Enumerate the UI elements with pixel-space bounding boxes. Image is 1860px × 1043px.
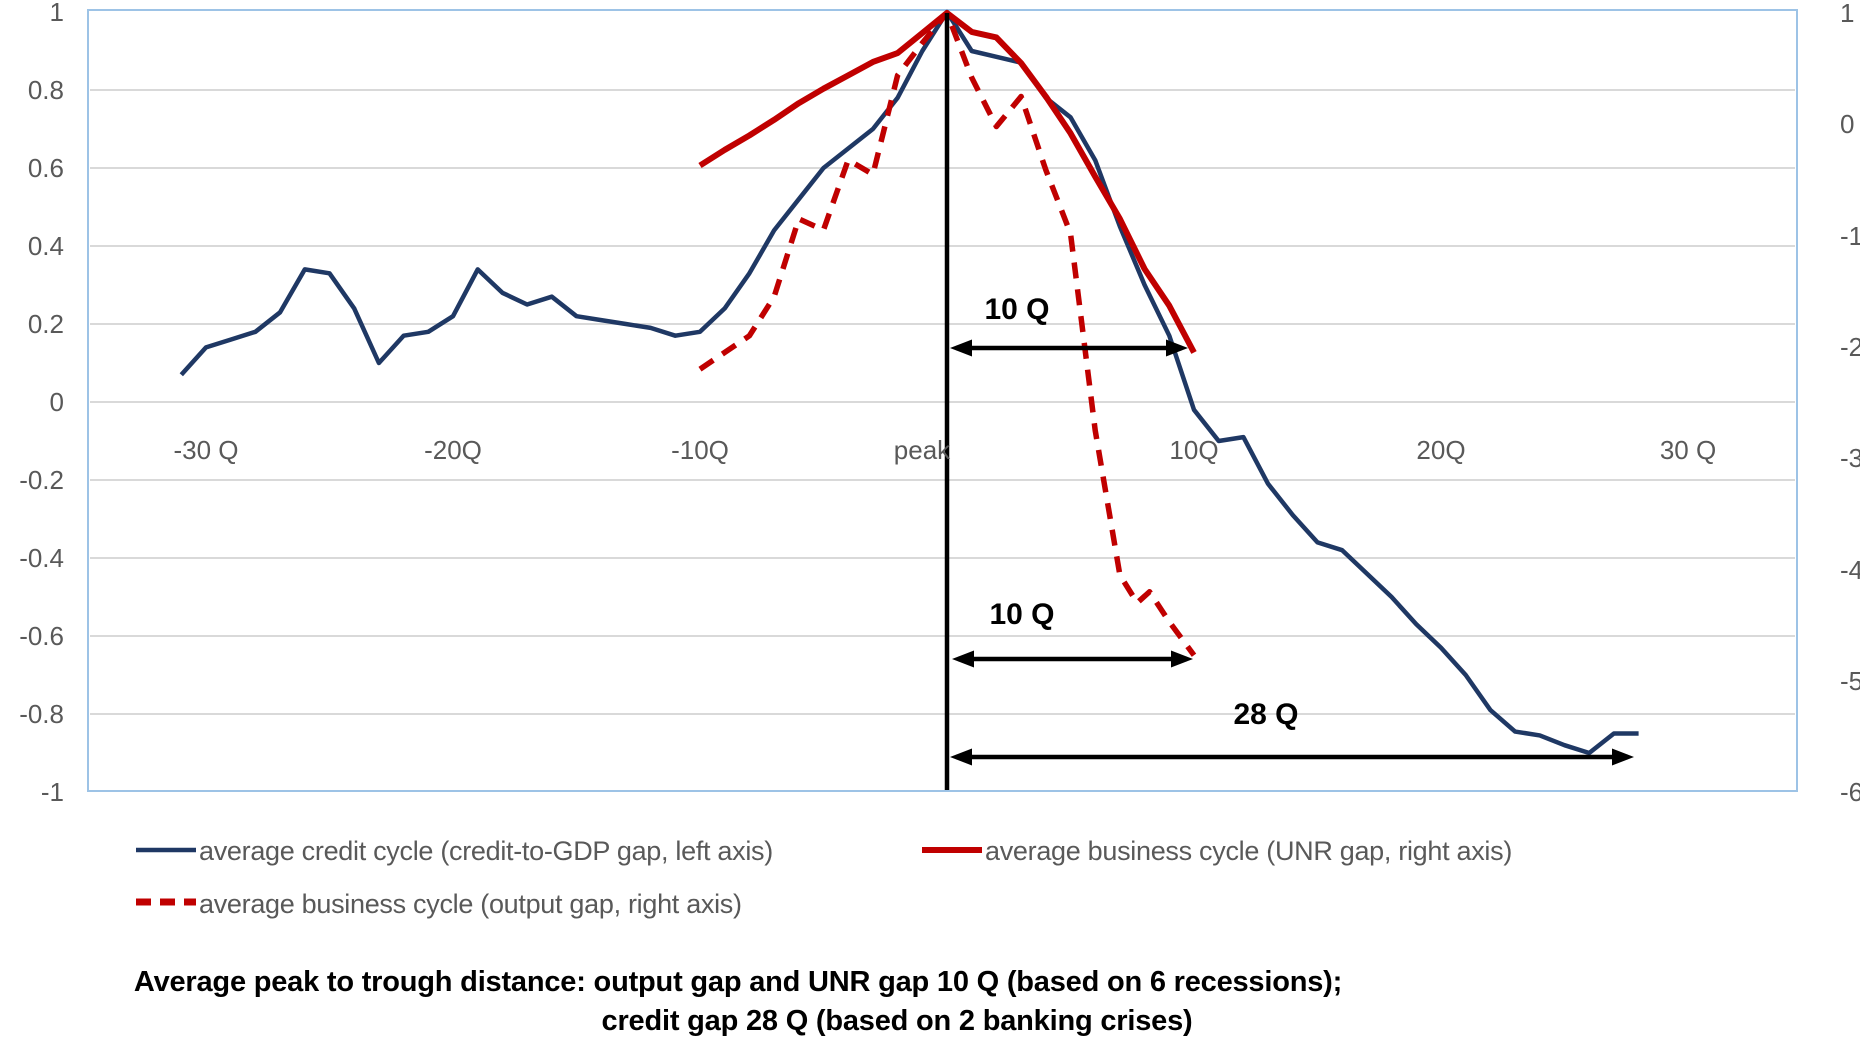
right-axis-tick: 1	[1840, 0, 1855, 28]
x-axis-tick: 20Q	[1416, 435, 1466, 465]
plot-frame	[87, 9, 1798, 792]
arrowhead-icon	[950, 748, 972, 766]
legend-row-1b: average business cycle (UNR gap, right a…	[921, 834, 1512, 868]
x-axis-tick: peak	[893, 435, 951, 465]
left-axis-tick: 0.4	[27, 231, 64, 261]
legend-label-output: average business cycle (output gap, righ…	[199, 888, 742, 919]
left-axis-tick: 0.6	[27, 153, 64, 183]
right-axis-tick: -1	[1840, 220, 1860, 251]
legend-row-1: average credit cycle (credit-to-GDP gap,…	[135, 834, 773, 868]
right-axis-tick: -3	[1840, 443, 1860, 474]
left-axis-tick: 0	[49, 387, 64, 417]
left-axis-tick: -0.8	[19, 699, 64, 729]
legend-row-2: average business cycle (output gap, righ…	[135, 887, 742, 921]
x-axis-tick: 10Q	[1169, 435, 1219, 465]
x-axis-tick: -10Q	[671, 435, 729, 465]
arrowhead-icon	[1171, 650, 1193, 668]
caption-line-2: credit gap 28 Q (based on 2 banking cris…	[601, 1005, 1193, 1037]
credit-cycle-line	[179, 9, 1639, 756]
x-axis-tick: -30 Q	[173, 435, 239, 465]
annotation-10q-output: 10 Q	[989, 598, 1055, 631]
x-axis-tick: -20Q	[424, 435, 482, 465]
output-dashed-line-icon	[135, 895, 197, 913]
left-axis-tick: -0.2	[19, 465, 64, 495]
left-axis-tick: 1	[49, 0, 64, 27]
arrowhead-icon	[1166, 339, 1188, 357]
left-axis-tick: -0.4	[19, 543, 64, 573]
left-axis-tick: 0.2	[27, 309, 64, 339]
annotation-28q-credit: 28 Q	[1233, 698, 1299, 731]
gridlines	[90, 89, 1795, 715]
right-axis-tick: -5	[1840, 665, 1860, 696]
legend-item-output: average business cycle (output gap, righ…	[135, 889, 742, 920]
arrowhead-icon	[1612, 748, 1634, 766]
left-axis-tick: -1	[40, 777, 64, 807]
right-axis-tick: 0	[1840, 109, 1855, 140]
legend-item-unr: average business cycle (UNR gap, right a…	[921, 836, 1512, 867]
left-axis-tick: -0.6	[19, 621, 64, 651]
right-axis-tick: -4	[1840, 554, 1860, 585]
credit-line-icon	[135, 842, 197, 860]
annotation-10q-unr: 10 Q	[984, 293, 1050, 326]
x-axis-tick: 30 Q	[1659, 435, 1717, 465]
arrowhead-icon	[952, 650, 974, 668]
caption-line-1: Average peak to trough distance: output …	[133, 966, 1343, 998]
arrowhead-icon	[950, 339, 972, 357]
legend-item-credit: average credit cycle (credit-to-GDP gap,…	[135, 836, 773, 867]
series-lines	[179, 9, 1639, 756]
output-gap-line	[698, 10, 1197, 657]
distance-arrows	[950, 339, 1634, 766]
legend-label-credit: average credit cycle (credit-to-GDP gap,…	[199, 835, 773, 866]
right-axis-tick: -2	[1840, 331, 1860, 362]
legend-label-unr: average business cycle (UNR gap, right a…	[985, 835, 1513, 866]
left-axis-tick: 0.8	[27, 75, 64, 105]
right-axis-tick: -6	[1840, 777, 1860, 808]
unr-line-icon	[921, 842, 983, 860]
